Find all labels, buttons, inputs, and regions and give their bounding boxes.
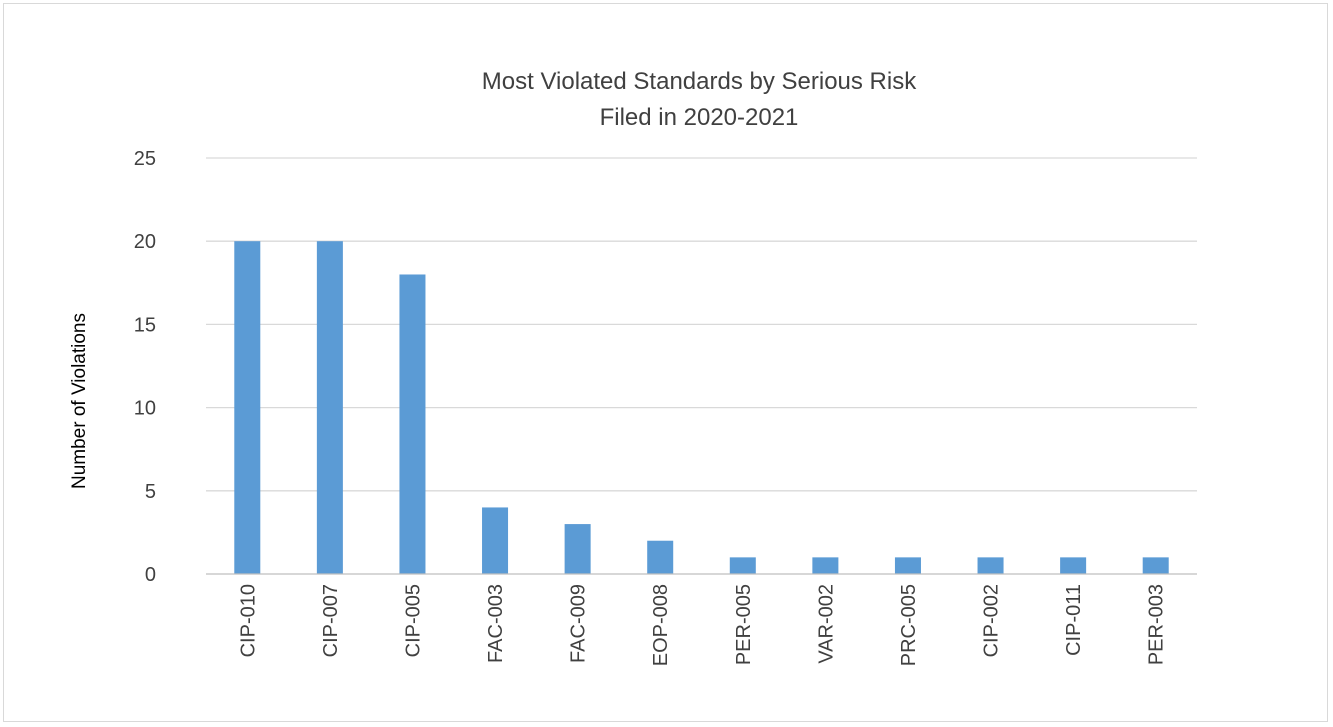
bar-cip-002 [977,557,1004,574]
y-tick-label: 10 [134,398,156,420]
bar-eop-008 [647,540,674,574]
x-tick-label: CIP-011 [1063,584,1085,656]
bar-cip-011 [1060,557,1087,574]
y-axis-ticks: 0 5 10 15 20 25 [134,148,156,586]
x-tick-label: FAC-003 [485,584,507,663]
bar-cip-007 [316,241,343,574]
y-tick-label: 25 [134,148,156,170]
x-tick-label: CIP-010 [237,584,259,657]
bar-cip-010 [234,241,261,574]
x-tick-label: CIP-007 [320,584,342,657]
x-tick-label: PER-005 [733,584,755,665]
x-tick-label: CIP-002 [981,584,1003,657]
bars [234,241,1169,574]
y-tick-label: 15 [134,314,156,336]
x-tick-label: PER-003 [1146,584,1168,665]
y-tick-label: 20 [134,231,156,253]
bar-fac-009 [564,524,591,574]
x-tick-label: CIP-005 [402,584,424,657]
bar-fac-003 [482,507,509,574]
chart-title-line-1: Most Violated Standards by Serious Risk [482,68,917,95]
x-tick-label: FAC-009 [568,584,590,663]
y-axis-title: Number of Violations [69,313,90,489]
bar-var-002 [812,557,839,574]
chart-frame: Most Violated Standards by Serious Risk … [3,3,1328,722]
y-tick-label: 0 [145,564,156,586]
bar-per-003 [1142,557,1169,574]
gridlines [206,157,1197,492]
chart-title-line-2: Filed in 2020-2021 [600,104,799,131]
y-tick-label: 5 [145,481,156,503]
x-tick-label: VAR-002 [815,584,837,664]
x-tick-label: PRC-005 [898,584,920,666]
bar-prc-005 [894,557,921,574]
x-tick-label: EOP-008 [650,584,672,666]
bar-per-005 [729,557,756,574]
bar-chart: Most Violated Standards by Serious Risk … [69,68,1197,666]
x-axis-ticks: CIP-010 CIP-007 CIP-005 FAC-003 FAC-009 EOP-0… [237,584,1167,666]
bar-cip-005 [399,274,426,574]
